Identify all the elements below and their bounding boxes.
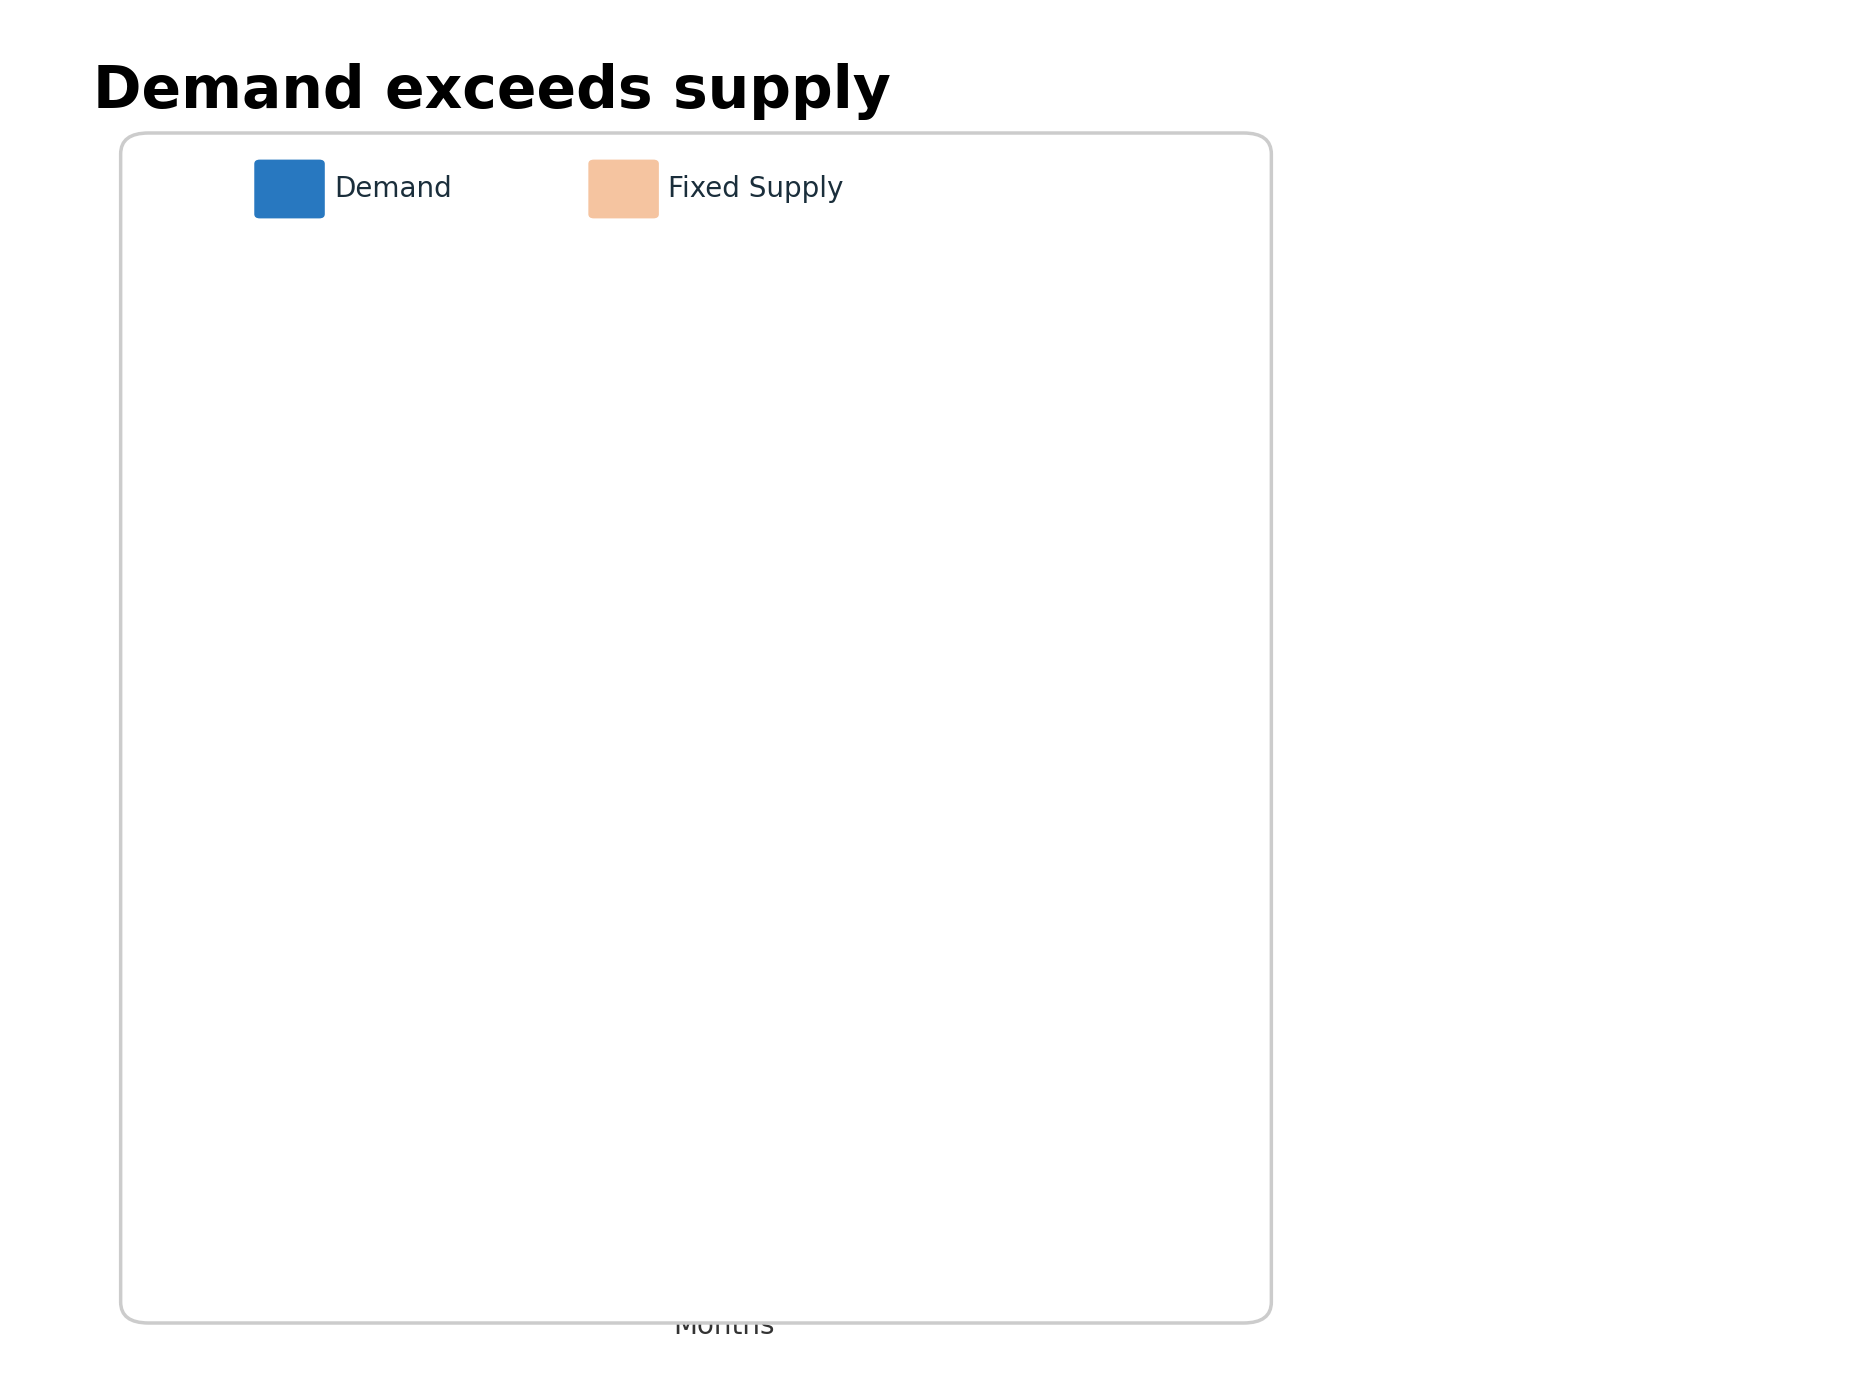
Ellipse shape [599, 924, 686, 948]
Bar [1081, 935, 1169, 1260]
Ellipse shape [278, 924, 365, 948]
Bar [920, 935, 1009, 1260]
Bar [278, 935, 365, 1260]
Bar [278, 935, 365, 948]
Bar [761, 935, 848, 1260]
Y-axis label: Quantity: Quantity [137, 710, 165, 830]
Text: Demand exceeds supply: Demand exceeds supply [93, 63, 890, 120]
Bar [599, 935, 686, 1260]
Bar [599, 935, 686, 1260]
FancyBboxPatch shape [601, 935, 686, 1260]
Bar [1081, 935, 1169, 948]
Text: Start of demand
shaping tactics: Start of demand shaping tactics [742, 431, 924, 475]
Text: Demand: Demand [334, 175, 451, 203]
Bar [438, 935, 527, 1260]
Ellipse shape [1081, 924, 1169, 948]
FancyBboxPatch shape [278, 935, 364, 1260]
FancyBboxPatch shape [922, 935, 1007, 1260]
FancyBboxPatch shape [440, 935, 525, 1260]
Bar [761, 935, 848, 948]
Bar [278, 935, 365, 1260]
Bar [761, 935, 848, 1260]
Text: Fixed Supply: Fixed Supply [668, 175, 842, 203]
FancyBboxPatch shape [761, 935, 846, 1260]
X-axis label: Months: Months [673, 1312, 774, 1340]
Bar [1081, 935, 1169, 1260]
Ellipse shape [438, 924, 527, 948]
Bar [920, 935, 1009, 1260]
Bar [438, 935, 527, 948]
Ellipse shape [761, 924, 848, 948]
Bar [599, 935, 686, 948]
Bar [920, 935, 1009, 948]
Bar [438, 935, 527, 1260]
FancyBboxPatch shape [1083, 935, 1169, 1260]
Ellipse shape [920, 924, 1009, 948]
